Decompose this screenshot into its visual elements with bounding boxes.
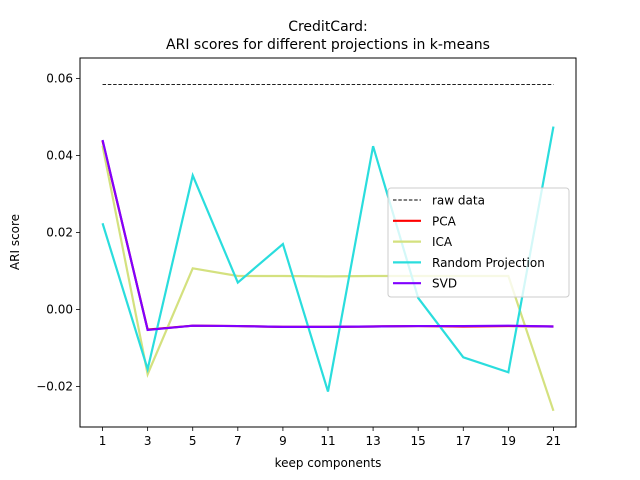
legend-label-0: raw data — [432, 194, 485, 208]
x-tick-label: 3 — [144, 434, 152, 448]
x-tick-label: 5 — [189, 434, 197, 448]
legend-box — [387, 187, 570, 298]
y-axis-label: ARI score — [8, 214, 22, 270]
x-axis: 1 3 5 7 9 11 13 15 17 19 21 — [99, 427, 561, 448]
chart-title-line1: CreditCard: — [288, 19, 368, 35]
x-tick-label: 13 — [365, 434, 380, 448]
x-tick-label: 19 — [501, 434, 516, 448]
x-tick-label: 1 — [99, 434, 107, 448]
chart-title-line2: ARI scores for different projections in … — [166, 37, 490, 53]
y-tick-label: 0.04 — [46, 148, 73, 162]
legend-label-1: PCA — [432, 214, 457, 228]
x-tick-label: 21 — [546, 434, 561, 448]
legend-label-4: SVD — [432, 277, 457, 291]
legend-label-2: ICA — [432, 235, 453, 249]
y-tick-label: 0.06 — [46, 71, 73, 85]
x-axis-label: keep components — [275, 456, 382, 470]
y-tick-label: 0.00 — [46, 303, 73, 317]
x-tick-label: 7 — [234, 434, 242, 448]
y-tick-label: −0.02 — [36, 380, 73, 394]
x-tick-label: 9 — [279, 434, 287, 448]
x-tick-label: 11 — [320, 434, 335, 448]
x-tick-label: 17 — [456, 434, 471, 448]
y-axis: −0.02 0.00 0.02 0.04 0.06 — [36, 71, 80, 394]
y-tick-label: 0.02 — [46, 225, 73, 239]
legend: raw data PCA ICA Random Projection SVD — [387, 187, 570, 298]
legend-label-3: Random Projection — [432, 256, 545, 270]
x-tick-label: 15 — [411, 434, 426, 448]
